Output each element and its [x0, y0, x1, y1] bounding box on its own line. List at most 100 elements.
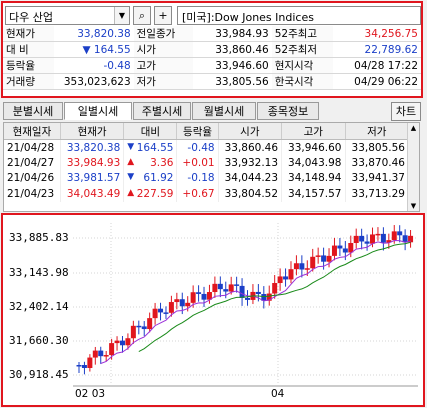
candle-body: [103, 355, 109, 357]
diff-cell: ▼ 61.92: [123, 170, 178, 187]
tab-minute[interactable]: 분별시세: [3, 102, 63, 120]
high-cell: 34,148.94: [281, 170, 346, 187]
low-cell: 33,713.29: [345, 186, 409, 202]
column-header[interactable]: 현재가: [60, 123, 125, 140]
diff-value: 227.59: [136, 187, 174, 200]
candle-body: [81, 365, 87, 368]
market-select[interactable]: 다우 산업 ▼: [5, 6, 130, 25]
high-cell: 34,043.98: [281, 155, 346, 171]
quote-row: 현재가 33,820.38 전일종가 33,984.93 52주최고 34,256.75: [3, 26, 421, 42]
column-header[interactable]: 저가: [345, 123, 409, 140]
tab-info[interactable]: 종목정보: [257, 102, 319, 120]
candle-body: [158, 308, 164, 313]
candle-body: [391, 231, 397, 241]
candle-body: [130, 325, 136, 339]
candle-body: [342, 248, 348, 253]
high-cell: 34,157.57: [281, 186, 346, 202]
price-cell: 33,981.57: [60, 170, 125, 187]
triangle-up-icon: ▲: [127, 187, 135, 198]
column-header[interactable]: 시가: [218, 123, 283, 140]
candle-body: [364, 241, 370, 244]
vertical-scrollbar[interactable]: ▲ ▼: [407, 123, 419, 211]
x-tick-label: 02 03: [75, 388, 106, 400]
rate-cell: -0.48: [176, 139, 219, 156]
tab-weekly[interactable]: 주별시세: [133, 102, 191, 120]
candle-body: [168, 302, 174, 313]
candle-body: [109, 343, 115, 356]
candle-body: [217, 283, 223, 290]
quote-label: 현재가: [3, 26, 55, 42]
add-button[interactable]: +: [154, 6, 172, 25]
quote-label: 52주최저: [271, 41, 333, 58]
chevron-down-icon[interactable]: ▼: [114, 7, 129, 24]
diff-cell: ▲ 3.36: [123, 155, 178, 171]
quote-label: 한국시각: [271, 73, 333, 90]
candle-body: [386, 240, 392, 243]
column-header[interactable]: 고가: [281, 123, 346, 140]
table-row[interactable]: 21/04/26 33,981.57 ▼ 61.92 -0.18 34,044.23 34,…: [4, 170, 409, 187]
quote-value: -0.48: [54, 57, 134, 74]
triangle-down-icon: ▼: [127, 141, 135, 152]
candle-body: [283, 276, 289, 280]
rate-cell: +0.01: [176, 155, 219, 171]
table-row[interactable]: 21/04/27 33,984.93 ▲ 3.36 +0.01 33,932.13 34,0…: [4, 155, 409, 171]
scroll-down-icon[interactable]: ▼: [410, 202, 417, 210]
candle-body: [76, 365, 82, 367]
candle-body: [266, 293, 272, 301]
price-chart[interactable]: 33,885.83 33,143.98 32,402.14 31,660.30 30,9…: [1, 213, 425, 407]
triangle-down-icon: ▼: [127, 172, 135, 183]
candle-body: [92, 350, 98, 358]
quote-row: 대 비 ▼ 164.55 시가 33,860.46 52주최저 22,789.62: [3, 41, 421, 58]
candle-body: [380, 233, 386, 243]
candle-body: [119, 340, 125, 346]
diff-value: 61.92: [143, 172, 174, 185]
tab-monthly[interactable]: 월별시세: [192, 102, 256, 120]
candle-body: [255, 291, 261, 295]
quote-label: 거래량: [3, 73, 55, 90]
quote-value: 33,860.46: [193, 41, 272, 58]
candle-body: [174, 299, 180, 303]
candle-body: [196, 292, 202, 294]
y-tick-label: 31,660.30: [9, 334, 69, 347]
candle-body: [299, 263, 305, 270]
search-button[interactable]: ⌕: [133, 6, 151, 25]
magnifier-icon: ⌕: [138, 9, 146, 22]
candle-body: [185, 302, 191, 307]
candle-body: [293, 263, 299, 270]
rate-cell: -0.18: [176, 170, 219, 187]
candle-body: [206, 292, 212, 300]
quote-label: 52주최고: [271, 26, 333, 42]
table-row[interactable]: 21/04/23 34,043.49 ▲ 227.59 +0.67 33,804.52 34…: [4, 186, 409, 202]
quote-value: 22,789.62: [332, 41, 421, 58]
column-header[interactable]: 등락율: [176, 123, 219, 140]
open-cell: 33,860.46: [218, 139, 283, 156]
chart-button[interactable]: 차트: [391, 102, 421, 121]
quote-value: 04/29 06:22: [332, 73, 421, 90]
candle-body: [402, 235, 408, 243]
quote-value: ▼ 164.55: [54, 41, 134, 58]
quote-value: 33,805.56: [193, 73, 272, 90]
quote-row: 거래량 353,023,623 저가 33,805.56 한국시각 04/29 06:22: [3, 73, 421, 90]
candle-body: [223, 289, 229, 292]
y-tick-label: 32,402.14: [9, 300, 69, 313]
column-header[interactable]: 대비: [123, 123, 178, 140]
table-row[interactable]: 21/04/28 33,820.38 ▼ 164.55 -0.48 33,860.46 33…: [4, 139, 409, 156]
open-cell: 33,932.13: [218, 155, 283, 171]
moving-average-long: [138, 241, 411, 353]
column-header[interactable]: 현재일자: [4, 123, 61, 140]
candle-body: [337, 245, 343, 249]
open-cell: 34,044.23: [218, 170, 283, 187]
candle-body: [321, 255, 327, 262]
candle-body: [331, 245, 337, 256]
tab-daily[interactable]: 일별시세: [64, 102, 132, 120]
scroll-up-icon[interactable]: ▲: [410, 124, 417, 132]
plus-icon: +: [158, 9, 168, 22]
candle-body: [163, 312, 169, 314]
date-cell: 21/04/28: [4, 139, 61, 156]
ticker-name-field[interactable]: [미국]:Dow Jones Indices: [177, 6, 421, 25]
quote-label: 시가: [133, 41, 194, 58]
price-cell: 33,820.38: [60, 139, 125, 156]
candle-body: [234, 284, 240, 286]
candle-body: [125, 338, 131, 346]
quote-value: 33,820.38: [54, 26, 134, 42]
